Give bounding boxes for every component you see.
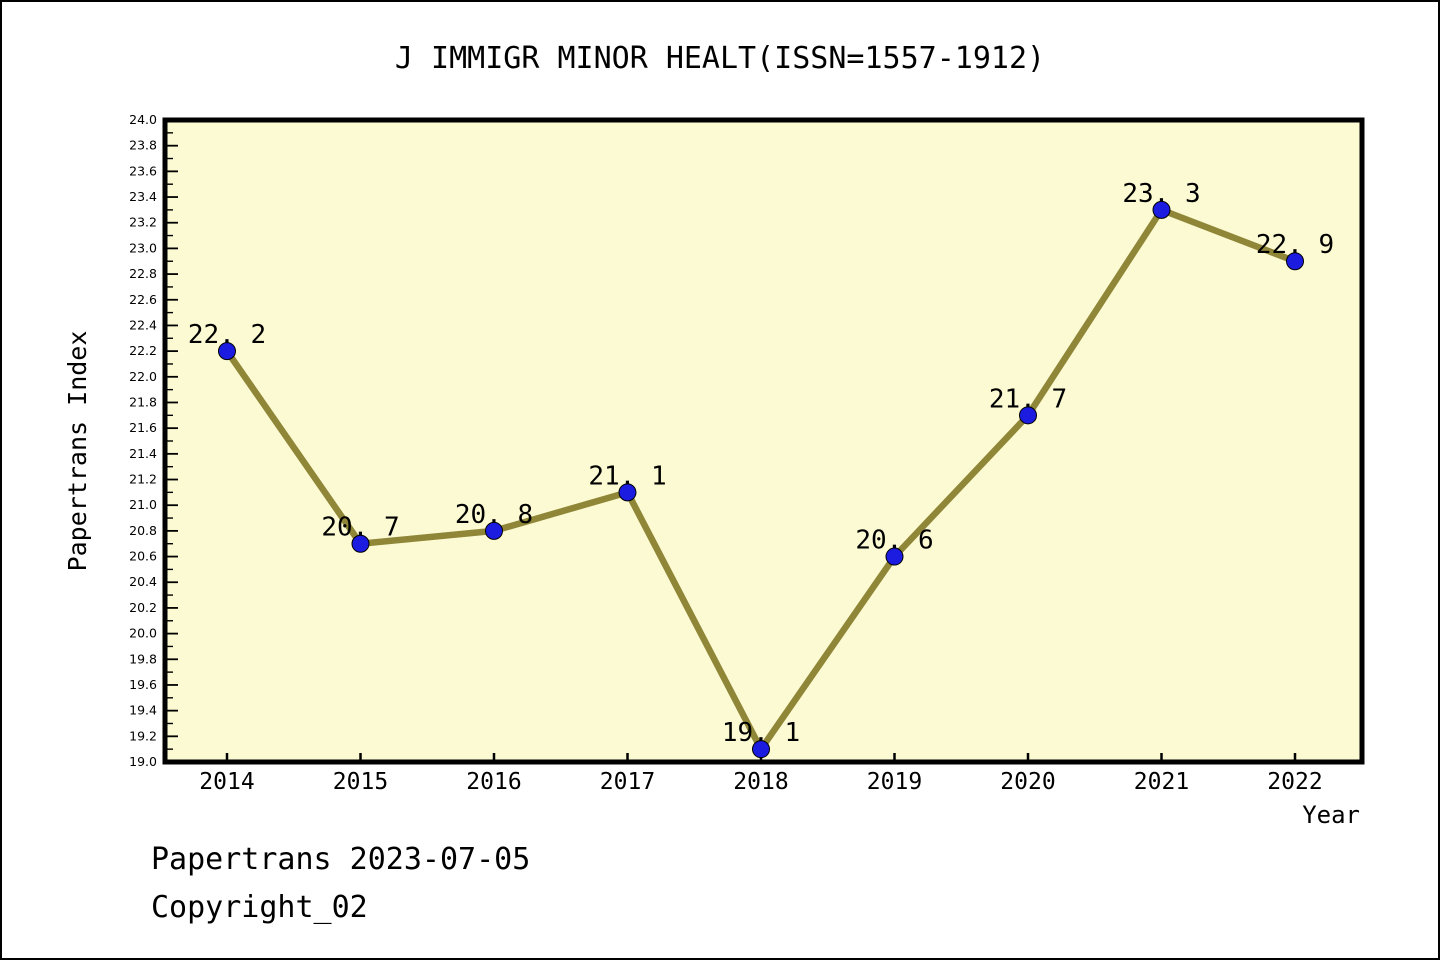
y-tick-label: 22.0 bbox=[129, 369, 157, 384]
x-tick-label: 2020 bbox=[1000, 769, 1055, 795]
y-tick-label: 23.4 bbox=[129, 189, 157, 204]
plot-frame bbox=[162, 117, 1365, 765]
data-point bbox=[485, 521, 503, 540]
y-tick-label: 21.6 bbox=[129, 420, 157, 435]
x-tick-label: 2018 bbox=[733, 769, 788, 795]
y-tick-label: 19.6 bbox=[129, 677, 157, 692]
y-tick-label: 23.6 bbox=[129, 163, 157, 178]
data-point bbox=[1152, 200, 1171, 219]
data-point bbox=[885, 547, 904, 566]
y-tick-label: 21.0 bbox=[129, 497, 157, 512]
y-axis-label: Papertrans Index bbox=[63, 330, 92, 572]
y-tick-label: 21.2 bbox=[129, 472, 157, 487]
x-tick-label: 2016 bbox=[466, 769, 521, 795]
x-tick-label: 2022 bbox=[1267, 769, 1322, 795]
y-tick-label: 20.2 bbox=[129, 600, 157, 615]
data-point bbox=[1019, 406, 1037, 425]
data-point bbox=[618, 483, 637, 502]
y-tick-label: 19.0 bbox=[129, 754, 157, 769]
y-tick-label: 23.0 bbox=[129, 240, 157, 255]
x-tick-label: 2014 bbox=[199, 769, 254, 795]
data-point bbox=[752, 740, 770, 759]
y-tick-label: 20.0 bbox=[129, 626, 157, 641]
y-tick-label: 19.4 bbox=[129, 703, 157, 718]
y-tick-label: 19.2 bbox=[129, 728, 157, 743]
x-tick-label: 2019 bbox=[867, 769, 922, 795]
y-tick-label: 20.6 bbox=[129, 549, 157, 564]
y-tick-label: 21.4 bbox=[129, 446, 157, 461]
y-tick-label: 20.4 bbox=[129, 574, 157, 589]
x-tick-label: 2015 bbox=[333, 769, 388, 795]
x-tick-label: 2017 bbox=[600, 769, 655, 795]
chart-title: J IMMIGR MINOR HEALT(ISSN=1557-1912) bbox=[394, 41, 1046, 76]
y-tick-label: 23.2 bbox=[129, 215, 157, 230]
y-tick-label: 22.8 bbox=[129, 266, 157, 281]
y-tick-label: 21.8 bbox=[129, 394, 157, 409]
x-tick-label: 2021 bbox=[1134, 769, 1189, 795]
y-tick-label: 23.8 bbox=[129, 138, 157, 153]
data-point bbox=[1286, 252, 1304, 271]
x-axis-label: Year bbox=[1302, 801, 1360, 829]
data-point bbox=[351, 534, 370, 553]
y-tick-label: 22.4 bbox=[129, 317, 157, 332]
data-point bbox=[218, 342, 236, 361]
y-tick-label: 24.0 bbox=[129, 112, 157, 127]
plot-area bbox=[165, 120, 1362, 762]
y-tick-label: 19.8 bbox=[129, 651, 157, 666]
y-tick-label: 20.8 bbox=[129, 523, 157, 538]
footer-copyright: Copyright_02 bbox=[151, 890, 368, 925]
y-tick-label: 22.6 bbox=[129, 292, 157, 307]
y-tick-label: 22.2 bbox=[129, 343, 157, 358]
footer-watermark: Papertrans 2023-07-05 bbox=[151, 842, 531, 877]
